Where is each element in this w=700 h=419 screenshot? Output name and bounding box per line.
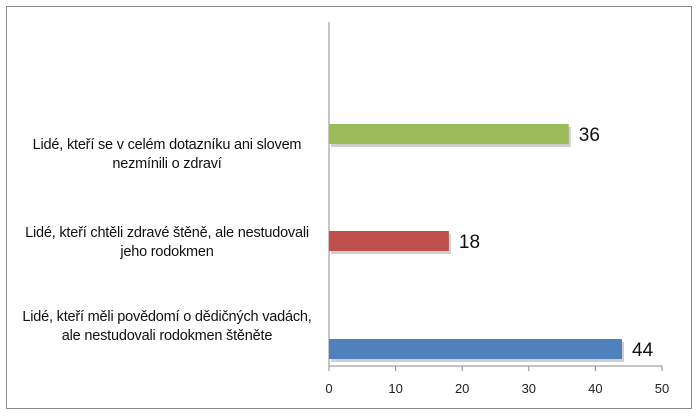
x-tick-label: 40 [588, 381, 602, 396]
x-tick-label: 50 [655, 381, 669, 396]
category-label: Lidé, kteří měli povědomí o dědičných va… [22, 309, 312, 344]
bar [329, 339, 623, 359]
bar [329, 231, 449, 251]
x-tick-label: 10 [388, 381, 402, 396]
category-label: Lidé, kteří chtěli zdravé štěně, ale nes… [25, 225, 309, 260]
category-label: Lidé, kteří se v celém dotazníku ani slo… [32, 137, 302, 172]
bar-value-label: 44 [632, 340, 654, 361]
x-axis-ticks: 0 10 20 30 40 50 [325, 366, 669, 396]
bars: 36 18 44 [329, 124, 654, 362]
x-tick-label: 20 [455, 381, 469, 396]
x-tick-label: 30 [522, 381, 536, 396]
x-tick-label: 0 [325, 381, 332, 396]
bar-value-label: 36 [579, 125, 600, 146]
bar-value-label: 18 [459, 232, 480, 253]
bar [329, 124, 569, 144]
